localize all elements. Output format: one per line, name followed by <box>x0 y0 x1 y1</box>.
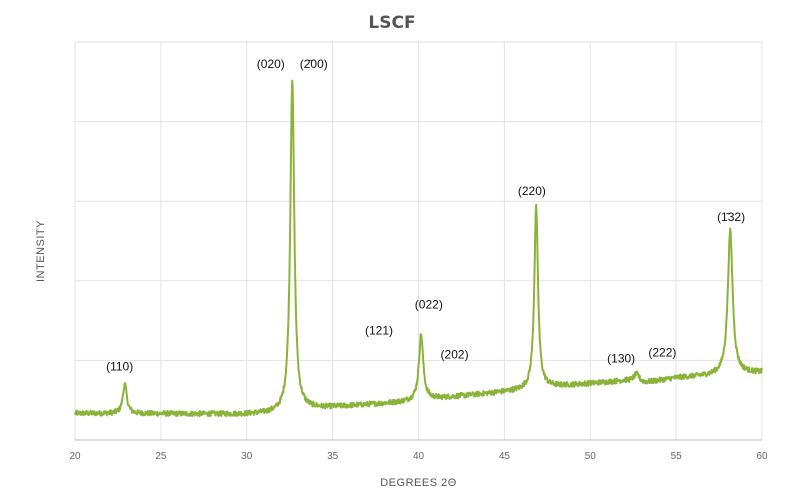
peak-label: (222) <box>648 345 676 359</box>
x-axis-label: DEGREES 2Θ <box>380 477 457 489</box>
vertical-gridlines <box>74 42 763 440</box>
chart-title: LSCF <box>368 13 415 33</box>
x-tick-label: 30 <box>241 451 253 462</box>
peak-label: (1̄32) <box>717 210 745 224</box>
x-tick-label: 45 <box>499 451 511 462</box>
peak-label: (130) <box>607 351 635 365</box>
x-tick-label: 50 <box>585 451 597 462</box>
x-tick-label: 20 <box>69 451 81 462</box>
peak-labels: (110) (020) (2̄00) (121) (022) (202) (220) (130… <box>106 57 745 373</box>
intensity-series-line <box>74 79 763 418</box>
peak-label: (121) <box>365 324 393 338</box>
peak-label: (2̄00) <box>300 57 328 71</box>
peak-label: (020) <box>257 57 285 71</box>
x-tick-label: 35 <box>327 451 339 462</box>
x-tick-label: 40 <box>413 451 425 462</box>
x-tick-label: 60 <box>756 451 768 462</box>
peak-label: (110) <box>106 359 133 373</box>
x-tick-label: 55 <box>671 451 683 462</box>
y-axis-label: INTENSITY <box>35 220 47 282</box>
x-tick-labels: 20 25 30 35 40 45 50 55 60 <box>69 451 768 462</box>
peak-label: (220) <box>518 184 546 198</box>
peak-label: (022) <box>415 298 443 312</box>
peak-label: (202) <box>441 347 469 361</box>
x-tick-label: 25 <box>155 451 167 462</box>
